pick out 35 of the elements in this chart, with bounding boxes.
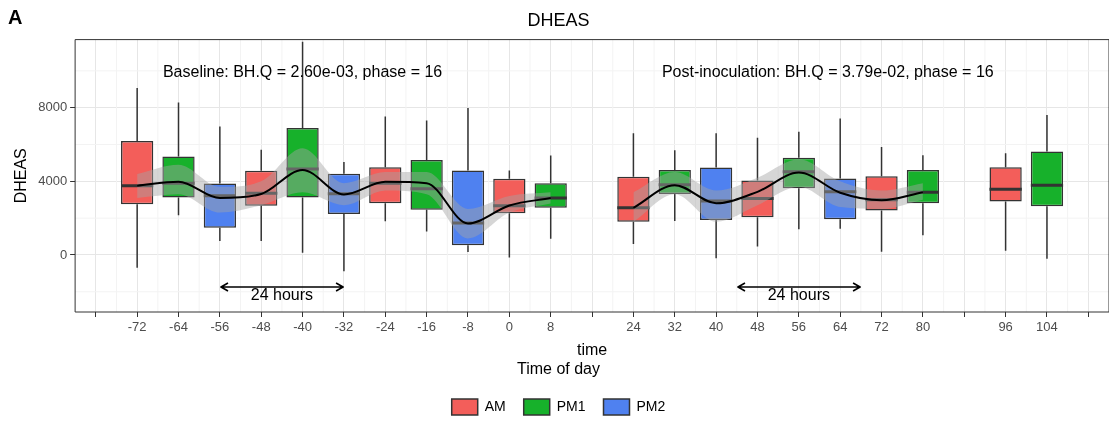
x-tick-label: 104 <box>1036 319 1058 335</box>
x-tick-label: -48 <box>251 319 271 335</box>
x-tick-label: -8 <box>462 319 474 335</box>
text: A <box>8 5 23 28</box>
x-tick-label: 24 <box>626 319 641 335</box>
x-tick-label: -40 <box>293 319 312 335</box>
x-tick-label: -64 <box>169 319 188 335</box>
x-tick-label: 8 <box>547 319 555 335</box>
chart-title: DHEAS <box>527 9 590 30</box>
legend-title: Time of day <box>517 360 600 378</box>
annotation: Post-inoculation: BH.Q = 3.79e-02, phase = 16 <box>661 63 994 81</box>
legend-label: PM1 <box>556 397 586 414</box>
x-tick-label: -16 <box>417 319 437 335</box>
x-tick-label: 64 <box>832 319 848 335</box>
x-tick-label: -56 <box>210 319 230 335</box>
annotation: 24 hours <box>767 286 830 304</box>
y-axis-title: DHEAS <box>12 148 30 204</box>
y-tick-label: 8000 <box>38 99 68 115</box>
x-tick-label: -32 <box>334 319 354 335</box>
y-tick-label: 4000 <box>38 172 68 188</box>
x-tick-label: 32 <box>667 319 682 335</box>
legend-label: AM <box>484 397 506 414</box>
y-tick-label: 0 <box>59 246 68 262</box>
x-tick-label: 0 <box>505 319 513 335</box>
legend-label: PM2 <box>636 397 666 414</box>
x-tick-label: 96 <box>998 319 1013 335</box>
x-tick-label: 80 <box>915 319 931 335</box>
x-tick-label: -72 <box>127 319 147 335</box>
x-tick-label: 56 <box>791 319 807 335</box>
x-axis-title: time <box>576 340 608 358</box>
x-tick-label: 48 <box>750 319 765 335</box>
x-tick-label: -24 <box>375 319 395 335</box>
annotation: 24 hours <box>250 286 314 304</box>
x-tick-label: 72 <box>874 319 889 335</box>
x-tick-label: 40 <box>708 319 724 335</box>
